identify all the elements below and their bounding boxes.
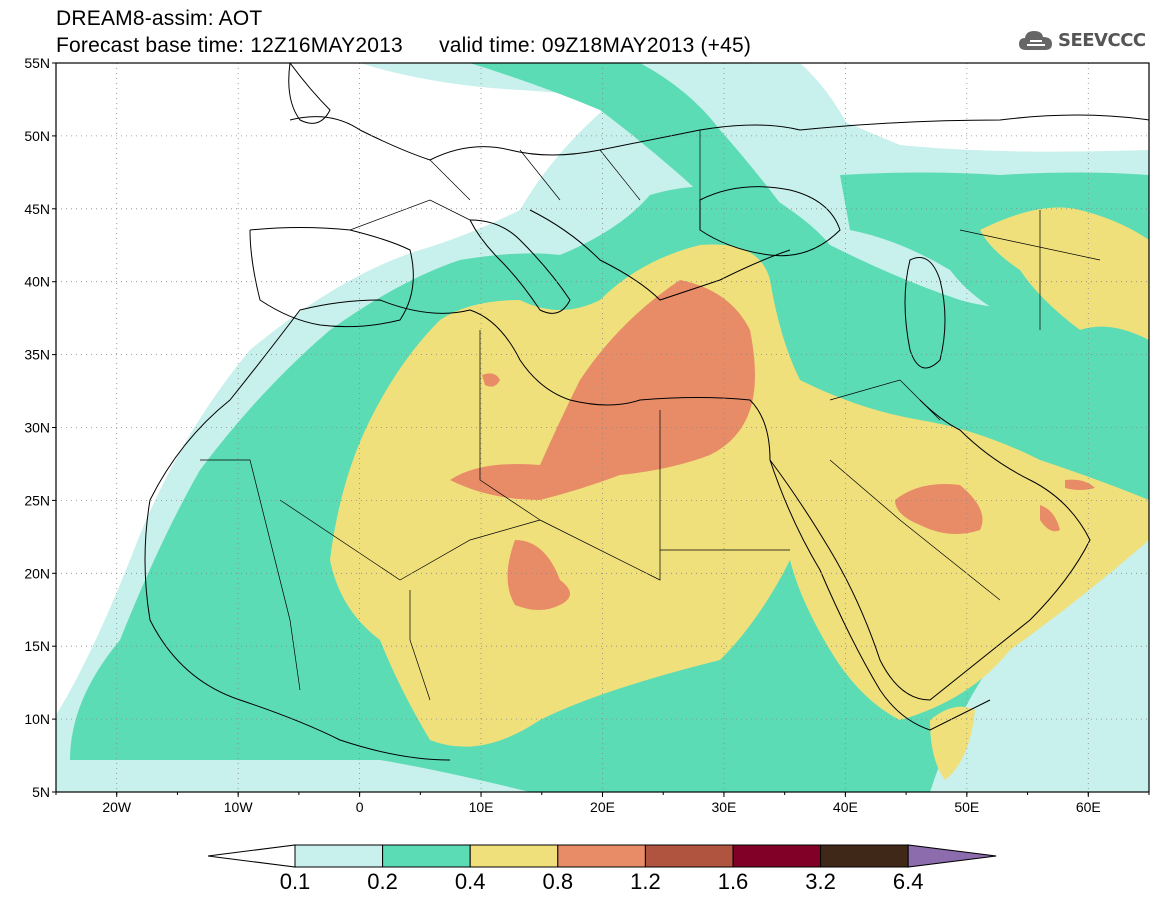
lat-label: 25N [24, 492, 50, 508]
coastline-iberia [249, 227, 414, 328]
lon-label: 20E [590, 799, 615, 815]
aot-contour-0.4 [330, 244, 1149, 747]
coastline-black-sea [699, 186, 841, 257]
colorbar-swatch [294, 844, 384, 868]
lon-label: 10W [224, 799, 254, 815]
map-grid [56, 63, 1149, 792]
colorbar-label: 0.2 [367, 869, 398, 894]
colorbar-label: 1.2 [630, 869, 661, 894]
lon-label: 60E [1076, 799, 1101, 815]
coastline-north-africa [149, 299, 991, 731]
map-title: DREAM8-assim: AOT [56, 7, 263, 30]
country-borders [200, 130, 1101, 701]
border-sahara-1 [279, 499, 541, 581]
colorbar-swatch [820, 844, 909, 868]
border-libya-chad [539, 519, 661, 581]
border-europe [349, 130, 701, 231]
coastline-balkans [529, 209, 791, 301]
longitude-labels: 20W 10W 0 10E 20E 30E 40E 50E 60E [102, 799, 1100, 815]
lon-label: 0 [356, 799, 364, 815]
axis-ticks [52, 62, 1150, 797]
coastline-west-africa [144, 499, 451, 761]
colorbar-swatch [382, 844, 471, 868]
lon-label: 50E [954, 799, 979, 815]
lat-label: 10N [24, 711, 50, 727]
colorbar [207, 844, 997, 868]
aot-contour-0.4-east [980, 207, 1149, 340]
aot-field [56, 63, 1149, 792]
lon-label: 40E [833, 799, 858, 815]
coastline-caspian [904, 257, 946, 369]
colorbar-labels: 0.1 0.2 0.4 0.8 1.2 1.6 3.2 6.4 [280, 869, 924, 894]
border-iraq-iran [829, 379, 941, 421]
aot-contour-0.8-arabia [895, 484, 983, 534]
lat-label: 55N [24, 55, 50, 71]
coastline-british-isles [288, 63, 331, 124]
map-subtitle: Forecast base time: 12Z16MAY2013 valid t… [56, 35, 751, 57]
colorbar-label: 6.4 [893, 869, 924, 894]
valid-time: valid time: 09Z18MAY2013 (+45) [439, 34, 752, 57]
aot-contour-0.8 [450, 280, 755, 500]
colorbar-swatch [732, 844, 822, 868]
coastline-italy [469, 219, 571, 314]
aot-contour-0.1-north [360, 63, 850, 160]
colorbar-swatch [469, 844, 559, 868]
lat-label: 40N [24, 274, 50, 290]
lon-label: 20W [102, 799, 132, 815]
logo-text: SEEVCCC [1058, 29, 1146, 51]
colorbar-swatch [557, 844, 646, 868]
aot-contour-0.4-horn [930, 706, 975, 780]
aot-contour-0.8-tunisia [482, 373, 500, 387]
colorbar-label: 0.4 [455, 869, 486, 894]
lon-label: 30E [711, 799, 736, 815]
lat-label: 5N [32, 784, 50, 800]
coastline-arabia [769, 399, 1091, 701]
forecast-base-time: Forecast base time: 12Z16MAY2013 [56, 34, 403, 57]
colorbar-label: 0.1 [280, 869, 311, 894]
lat-label: 50N [24, 128, 50, 144]
border-central-asia [959, 210, 1101, 330]
lat-label: 20N [24, 565, 50, 581]
aot-contour-0.8-oman [1040, 505, 1060, 532]
coastline-europe-north [289, 114, 1149, 161]
latitude-labels: 55N 50N 45N 40N 35N 30N 25N 20N 15N 10N 5N [24, 55, 50, 800]
border-algeria [479, 330, 541, 521]
colorbar-label: 1.6 [718, 869, 749, 894]
border-mali [200, 459, 301, 691]
coastlines [144, 63, 1149, 761]
lat-label: 15N [24, 638, 50, 654]
lat-label: 35N [24, 347, 50, 363]
aot-contour-0.8-gulf [1065, 479, 1095, 490]
colorbar-swatch [644, 844, 734, 868]
aot-contour-0.8-sahel [507, 540, 570, 610]
aot-contour-0.2-band [470, 63, 800, 260]
colorbar-over-arrow [907, 844, 997, 868]
seevccc-logo: SEEVCCC [1018, 26, 1146, 54]
colorbar-label: 0.8 [543, 869, 574, 894]
lat-label: 45N [24, 201, 50, 217]
lat-label: 30N [24, 420, 50, 436]
colorbar-label: 3.2 [805, 869, 836, 894]
colorbar-under-arrow [207, 844, 296, 868]
lon-label: 10E [469, 799, 494, 815]
border-sahara-2 [409, 590, 431, 701]
cloud-icon [1019, 31, 1052, 50]
